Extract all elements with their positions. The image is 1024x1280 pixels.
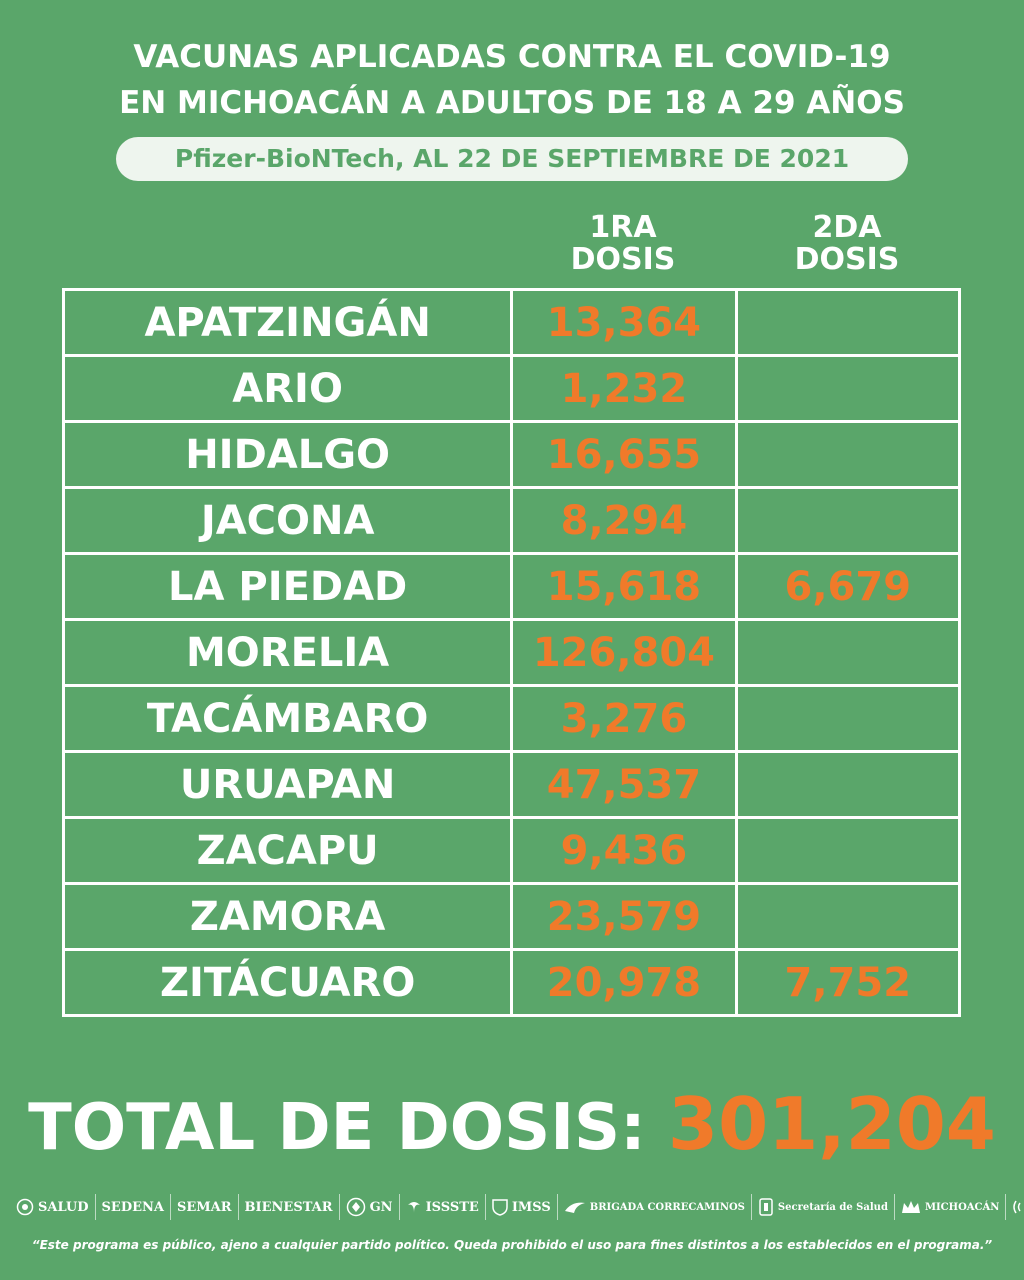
municipality-cell: JACONA [61,486,514,555]
logo-salud: SALUD [10,1194,96,1220]
crown-icon [901,1200,921,1214]
title-line-1: VACUNAS APLICADAS CONTRA EL COVID-19 [0,34,1024,80]
column-header-first-dose: 1RA DOSIS [570,210,676,277]
logo-issste: ISSSTE [400,1194,486,1220]
disclaimer: “Este programa es público, ajeno a cualq… [31,1238,993,1252]
eagle-icon [406,1199,422,1215]
second-dose-cell: 7,752 [734,948,962,1017]
shield-icon [492,1198,508,1216]
logo-bienestar: BIENESTAR [239,1194,340,1220]
title-line-1a: VACUNAS APLICADAS [133,39,508,75]
brigade-icon [564,1199,586,1215]
municipality-cell: LA PIEDAD [61,552,514,621]
title-line-1b: CONTRA EL COVID-19 [517,39,891,75]
eagle-seal-icon [16,1198,34,1216]
first-dose-cell: 16,655 [510,420,738,489]
logo-sedena: SEDENA [96,1194,171,1220]
first-dose-cell: 126,804 [510,618,738,687]
municipality-cell: ZACAPU [61,816,514,885]
guard-seal-icon [346,1197,366,1217]
second-dose-cell: 6,679 [734,552,962,621]
table-row: ZACAPU 9,436 [61,816,962,885]
broadcast-icon [1012,1199,1024,1215]
table-row: LA PIEDAD 15,618 6,679 [61,552,962,621]
column-header-second-dose: 2DA DOSIS [794,210,900,277]
total-value: 301,204 [667,1082,996,1166]
second-dose-cell [734,684,962,753]
vaccination-table: APATZINGÁN 13,364 ARIO 1,232 HIDALGO 16,655 JA… [61,288,962,1017]
first-dose-cell: 8,294 [510,486,738,555]
municipality-cell: MORELIA [61,618,514,687]
table-row: ARIO 1,232 [61,354,962,423]
logo-imss: IMSS [486,1194,558,1220]
table-row: ZITÁCUARO 20,978 7,752 [61,948,962,1017]
table-row: MORELIA 126,804 [61,618,962,687]
table-row: TACÁMBARO 3,276 [61,684,962,753]
first-dose-cell: 47,537 [510,750,738,819]
total-doses: TOTAL DE DOSIS: 301,204 [0,1082,1024,1166]
second-dose-cell [734,486,962,555]
logo-michoacan: MICHOACÁN [895,1194,1007,1220]
table-row: JACONA 8,294 [61,486,962,555]
total-label: TOTAL DE DOSIS: [28,1091,646,1165]
second-dose-cell [734,288,962,357]
municipality-cell: APATZINGÁN [61,288,514,357]
municipality-cell: TACÁMBARO [61,684,514,753]
municipality-cell: ZITÁCUARO [61,948,514,1017]
first-dose-cell: 9,436 [510,816,738,885]
page-title: VACUNAS APLICADAS CONTRA EL COVID-19 EN … [0,34,1024,126]
municipality-cell: ARIO [61,354,514,423]
second-dose-cell [734,816,962,885]
second-dose-cell [734,420,962,489]
first-dose-cell: 13,364 [510,288,738,357]
first-dose-cell: 23,579 [510,882,738,951]
logo-gn: GN [340,1194,400,1220]
first-dose-cell: 3,276 [510,684,738,753]
first-dose-cell: 20,978 [510,948,738,1017]
second-dose-cell [734,618,962,687]
state-emblem-icon [758,1197,774,1217]
municipality-cell: URUAPAN [61,750,514,819]
table-row: APATZINGÁN 13,364 [61,288,962,357]
logo-semar: SEMAR [171,1194,239,1220]
first-dose-cell: 1,232 [510,354,738,423]
title-line-2: EN MICHOACÁN A ADULTOS DE 18 A 29 AÑOS [119,85,905,121]
second-dose-cell [734,882,962,951]
second-dose-cell [734,750,962,819]
second-dose-cell [734,354,962,423]
logo-secretaria-salud: Secretaría de Salud [752,1194,895,1220]
logo-broadcast [1006,1194,1024,1220]
table-row: URUAPAN 47,537 [61,750,962,819]
table-row: ZAMORA 23,579 [61,882,962,951]
municipality-cell: ZAMORA [61,882,514,951]
first-dose-cell: 15,618 [510,552,738,621]
municipality-cell: HIDALGO [61,420,514,489]
table-row: HIDALGO 16,655 [61,420,962,489]
subtitle-badge: Pfizer-BioNTech, AL 22 DE SEPTIEMBRE DE … [116,137,908,181]
logo-brigada-correcaminos: BRIGADA CORRECAMINOS [558,1194,752,1220]
logo-strip: SALUD SEDENA SEMAR BIENESTAR GN ISSSTE I… [10,1190,1022,1224]
